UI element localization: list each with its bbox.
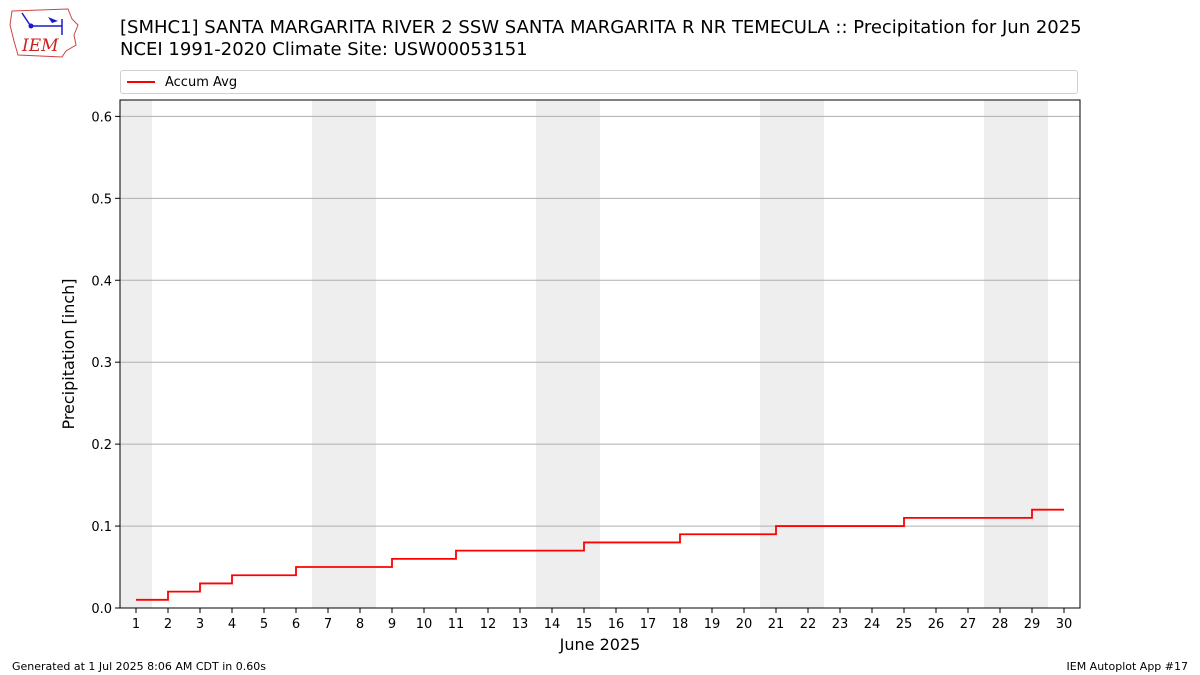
weekend-band xyxy=(536,100,600,608)
x-tick-label: 26 xyxy=(928,617,945,632)
y-tick-label: 0.5 xyxy=(91,192,112,207)
y-axis-label: Precipitation [inch] xyxy=(59,278,78,429)
x-tick-label: 24 xyxy=(864,617,881,632)
y-tick-label: 0.3 xyxy=(91,356,112,371)
legend: Accum Avg xyxy=(120,70,1078,94)
chart-title: [SMHC1] SANTA MARGARITA RIVER 2 SSW SANT… xyxy=(120,17,1082,61)
x-axis-label: June 2025 xyxy=(559,635,641,654)
x-tick-label: 10 xyxy=(416,617,433,632)
y-tick-label: 0.6 xyxy=(91,110,112,125)
y-axis: 0.0 0.1 0.2 0.3 0.4 0.5 0.6 xyxy=(91,110,120,617)
legend-swatch-accum-avg xyxy=(127,81,155,83)
series-layer xyxy=(136,508,1064,601)
x-tick-label: 9 xyxy=(388,617,396,632)
x-tick-label: 6 xyxy=(292,617,300,632)
x-tick-label: 13 xyxy=(512,617,529,632)
x-tick-label: 17 xyxy=(640,617,657,632)
y-tick-label: 0.4 xyxy=(91,274,112,289)
x-tick-label: 5 xyxy=(260,617,268,632)
x-tick-label: 27 xyxy=(960,617,977,632)
x-tick-label: 3 xyxy=(196,617,204,632)
x-tick-label: 22 xyxy=(800,617,817,632)
y-tick-label: 0.2 xyxy=(91,438,112,453)
x-tick-label: 29 xyxy=(1024,617,1041,632)
y-tick-label: 0.1 xyxy=(91,520,112,535)
x-tick-label: 11 xyxy=(448,617,465,632)
footer-app-text: IEM Autoplot App #17 xyxy=(1066,660,1189,673)
x-tick-label: 12 xyxy=(480,617,497,632)
x-tick-label: 4 xyxy=(228,617,236,632)
series-line-accum-avg xyxy=(136,508,1064,601)
y-gridlines xyxy=(120,115,1080,527)
weekend-band xyxy=(984,100,1048,608)
x-tick-label: 16 xyxy=(608,617,625,632)
x-axis: 1 2 3 4 5 6 7 8 9 10 11 12 13 14 15 16 17 18 19 20 21 22 23 24 2… xyxy=(132,608,1072,632)
weekend-band xyxy=(312,100,376,608)
x-tick-label: 14 xyxy=(544,617,561,632)
x-tick-label: 25 xyxy=(896,617,913,632)
logo-text: IEM xyxy=(21,36,59,56)
x-tick-label: 1 xyxy=(132,617,140,632)
weekend-band xyxy=(760,100,824,608)
x-tick-label: 21 xyxy=(768,617,785,632)
x-tick-label: 23 xyxy=(832,617,849,632)
x-tick-label: 2 xyxy=(164,617,172,632)
iem-logo-icon: IEM xyxy=(9,8,79,58)
title-line-1: [SMHC1] SANTA MARGARITA RIVER 2 SSW SANT… xyxy=(120,17,1082,38)
x-tick-label: 7 xyxy=(324,617,332,632)
footer-generated-text: Generated at 1 Jul 2025 8:06 AM CDT in 0… xyxy=(12,660,266,673)
x-tick-label: 8 xyxy=(356,617,364,632)
weekend-shading xyxy=(120,100,1048,608)
x-tick-label: 20 xyxy=(736,617,753,632)
y-tick-label: 0.0 xyxy=(91,602,112,617)
weekend-band xyxy=(120,100,152,608)
x-tick-label: 30 xyxy=(1056,617,1073,632)
x-tick-label: 28 xyxy=(992,617,1009,632)
x-tick-label: 19 xyxy=(704,617,721,632)
title-line-2: NCEI 1991-2020 Climate Site: USW00053151 xyxy=(120,39,528,60)
legend-label-accum-avg: Accum Avg xyxy=(165,74,238,90)
x-tick-label: 15 xyxy=(576,617,593,632)
plot-frame xyxy=(119,99,1081,609)
x-tick-label: 18 xyxy=(672,617,689,632)
